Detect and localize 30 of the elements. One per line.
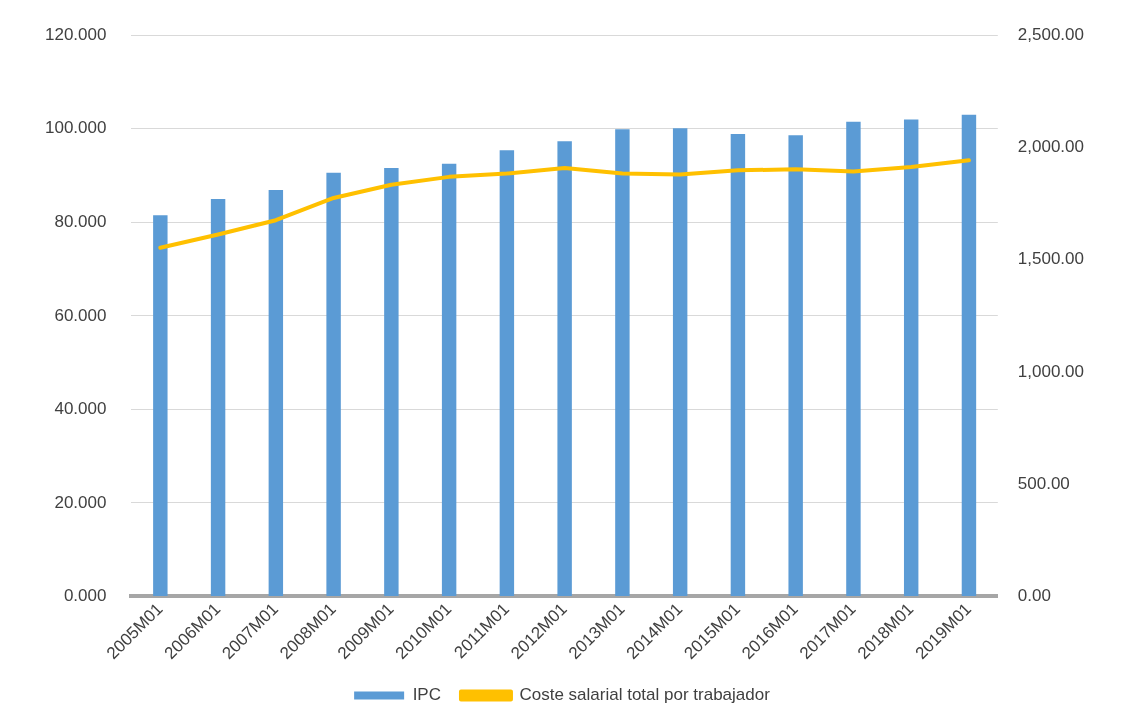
- y2-tick-label: 1,000.00: [1017, 361, 1085, 381]
- legend-label: IPC: [412, 685, 441, 705]
- bar: [153, 215, 168, 596]
- bar: [268, 190, 284, 596]
- bar: [961, 114, 977, 596]
- bar: [903, 119, 919, 596]
- y2-tick-label: 2,500.00: [1017, 24, 1085, 44]
- bar: [326, 172, 341, 596]
- bar: [557, 141, 572, 596]
- bar: [846, 121, 861, 596]
- y-tick-label: 60.000: [54, 305, 107, 325]
- bar: [441, 163, 457, 596]
- bar: [788, 135, 803, 596]
- bar: [499, 150, 515, 596]
- y-tick-label: 40.000: [54, 399, 107, 419]
- y2-tick-label: 2,000.00: [1017, 137, 1085, 157]
- y-tick-label: 100.000: [45, 118, 107, 138]
- bar: [672, 128, 688, 596]
- bar: [384, 168, 399, 596]
- y-tick-label: 0.000: [63, 586, 107, 606]
- legend-label: Coste salarial total por trabajador: [519, 685, 771, 705]
- y2-tick-label: 1,500.00: [1017, 249, 1085, 269]
- bar: [210, 198, 226, 596]
- y2-tick-label: 0.00: [1017, 586, 1051, 606]
- y-tick-label: 120.000: [45, 24, 107, 44]
- y-tick-label: 80.000: [54, 211, 107, 231]
- bar: [730, 133, 746, 596]
- y-tick-label: 20.000: [54, 492, 107, 512]
- bar: [615, 129, 630, 596]
- y2-tick-label: 500.00: [1017, 473, 1070, 493]
